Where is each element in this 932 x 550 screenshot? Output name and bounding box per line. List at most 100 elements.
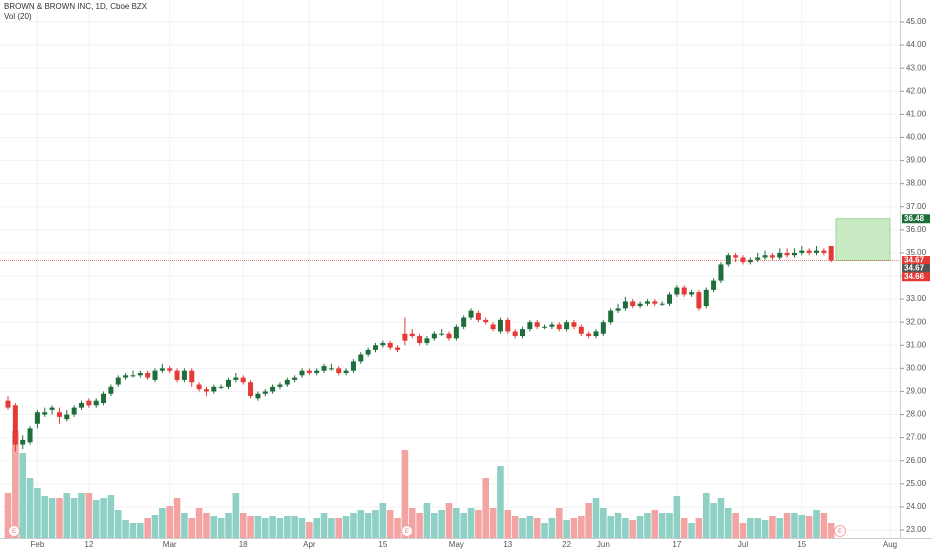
candle-body bbox=[681, 287, 687, 295]
y-tick-label: 25.00 bbox=[906, 479, 927, 488]
volume-bar bbox=[519, 518, 526, 538]
volume-bar bbox=[78, 493, 85, 538]
candle-body bbox=[799, 250, 805, 253]
candle-body bbox=[189, 370, 195, 383]
candle-body bbox=[71, 407, 77, 415]
volume-bar bbox=[203, 513, 210, 538]
price-label: 34.66 bbox=[904, 272, 925, 281]
volume-bar bbox=[408, 508, 416, 538]
candle-body bbox=[622, 301, 628, 309]
volume-bar bbox=[695, 518, 703, 538]
volume-bar bbox=[416, 513, 423, 538]
volume-bar bbox=[379, 503, 387, 538]
y-tick-label: 26.00 bbox=[906, 456, 927, 465]
candle-body bbox=[733, 255, 739, 258]
y-tick-label: 24.00 bbox=[906, 502, 927, 511]
volume-bar bbox=[26, 478, 34, 538]
volume-bar bbox=[482, 478, 490, 538]
candle-body bbox=[101, 393, 107, 403]
price-label: 36.48 bbox=[904, 214, 925, 223]
candle-body bbox=[145, 372, 151, 378]
candle-body bbox=[777, 252, 783, 258]
y-tick-label: 38.00 bbox=[906, 179, 927, 188]
candle-body bbox=[593, 331, 599, 337]
y-tick-label: 31.00 bbox=[906, 340, 927, 349]
volume-bar bbox=[364, 513, 372, 538]
price-label: 34.67 bbox=[904, 264, 925, 273]
volume-bar bbox=[761, 520, 769, 538]
volume-bar bbox=[313, 518, 320, 538]
volume-bar bbox=[298, 518, 306, 538]
candle-body bbox=[483, 319, 489, 323]
volume-bar bbox=[592, 498, 600, 538]
y-tick-label: 37.00 bbox=[906, 202, 927, 211]
y-tick-label: 40.00 bbox=[906, 133, 927, 142]
volume-bar bbox=[34, 488, 41, 538]
volume-bar bbox=[423, 503, 431, 538]
x-tick-label: Jul bbox=[738, 540, 748, 549]
candle-body bbox=[49, 407, 55, 410]
candle-body bbox=[468, 310, 474, 318]
candle-body bbox=[740, 257, 746, 263]
candle-body bbox=[42, 412, 48, 415]
candle-body bbox=[453, 326, 459, 339]
volume-bar bbox=[489, 508, 497, 538]
candle-body bbox=[395, 347, 401, 350]
candle-body bbox=[262, 391, 268, 394]
volume-bar bbox=[710, 503, 717, 538]
volume-bar bbox=[783, 513, 791, 538]
candle-body bbox=[292, 377, 298, 380]
candle-body bbox=[674, 287, 680, 295]
candle-body bbox=[226, 379, 231, 387]
candle-body bbox=[637, 303, 643, 307]
candle-body bbox=[181, 370, 187, 380]
candle-body bbox=[159, 368, 165, 371]
volume-bar bbox=[284, 516, 291, 538]
volume-bar bbox=[56, 498, 63, 538]
candle-body bbox=[167, 368, 173, 371]
candle-body bbox=[564, 322, 570, 330]
volume-bar bbox=[137, 523, 144, 538]
volume-bar bbox=[114, 510, 122, 538]
volume-bar bbox=[680, 518, 688, 538]
candle-body bbox=[12, 405, 18, 445]
candle-body bbox=[115, 377, 121, 385]
volume-bar bbox=[239, 513, 247, 538]
volume-bar bbox=[578, 516, 585, 538]
candle-body bbox=[527, 322, 533, 330]
candle-body bbox=[578, 326, 584, 334]
candle-body bbox=[755, 257, 761, 260]
volume-bar bbox=[533, 518, 541, 538]
volume-bar bbox=[247, 516, 254, 538]
volume-bar bbox=[805, 516, 813, 538]
y-tick-label: 27.00 bbox=[906, 433, 927, 442]
volume-bar bbox=[372, 510, 379, 538]
volume-bar bbox=[769, 516, 776, 538]
volume-bar bbox=[732, 513, 739, 538]
candle-body bbox=[417, 336, 423, 343]
price-label-bg bbox=[902, 256, 930, 266]
candle-body bbox=[27, 428, 33, 443]
candle-body bbox=[586, 333, 592, 337]
volume-bar bbox=[607, 516, 614, 538]
candle-body bbox=[358, 354, 364, 362]
candle-body bbox=[409, 333, 415, 337]
x-tick-label: Jun bbox=[597, 540, 610, 549]
candle-body bbox=[108, 386, 114, 394]
y-tick-label: 35.00 bbox=[906, 248, 927, 257]
price-label-bg bbox=[902, 214, 930, 224]
candle-body bbox=[784, 252, 790, 256]
volume-bar bbox=[702, 493, 710, 538]
volume-bar bbox=[217, 518, 225, 538]
candle-body bbox=[542, 326, 548, 328]
candle-body bbox=[365, 349, 371, 355]
candle-body bbox=[233, 377, 239, 380]
candle-body bbox=[475, 312, 481, 320]
candle-body bbox=[608, 310, 614, 323]
candle-body bbox=[512, 331, 518, 337]
candle-body bbox=[446, 333, 452, 339]
volume-bar bbox=[511, 516, 519, 538]
candle-body bbox=[718, 264, 724, 281]
candle-body bbox=[711, 280, 717, 290]
volume-bar bbox=[827, 523, 835, 538]
